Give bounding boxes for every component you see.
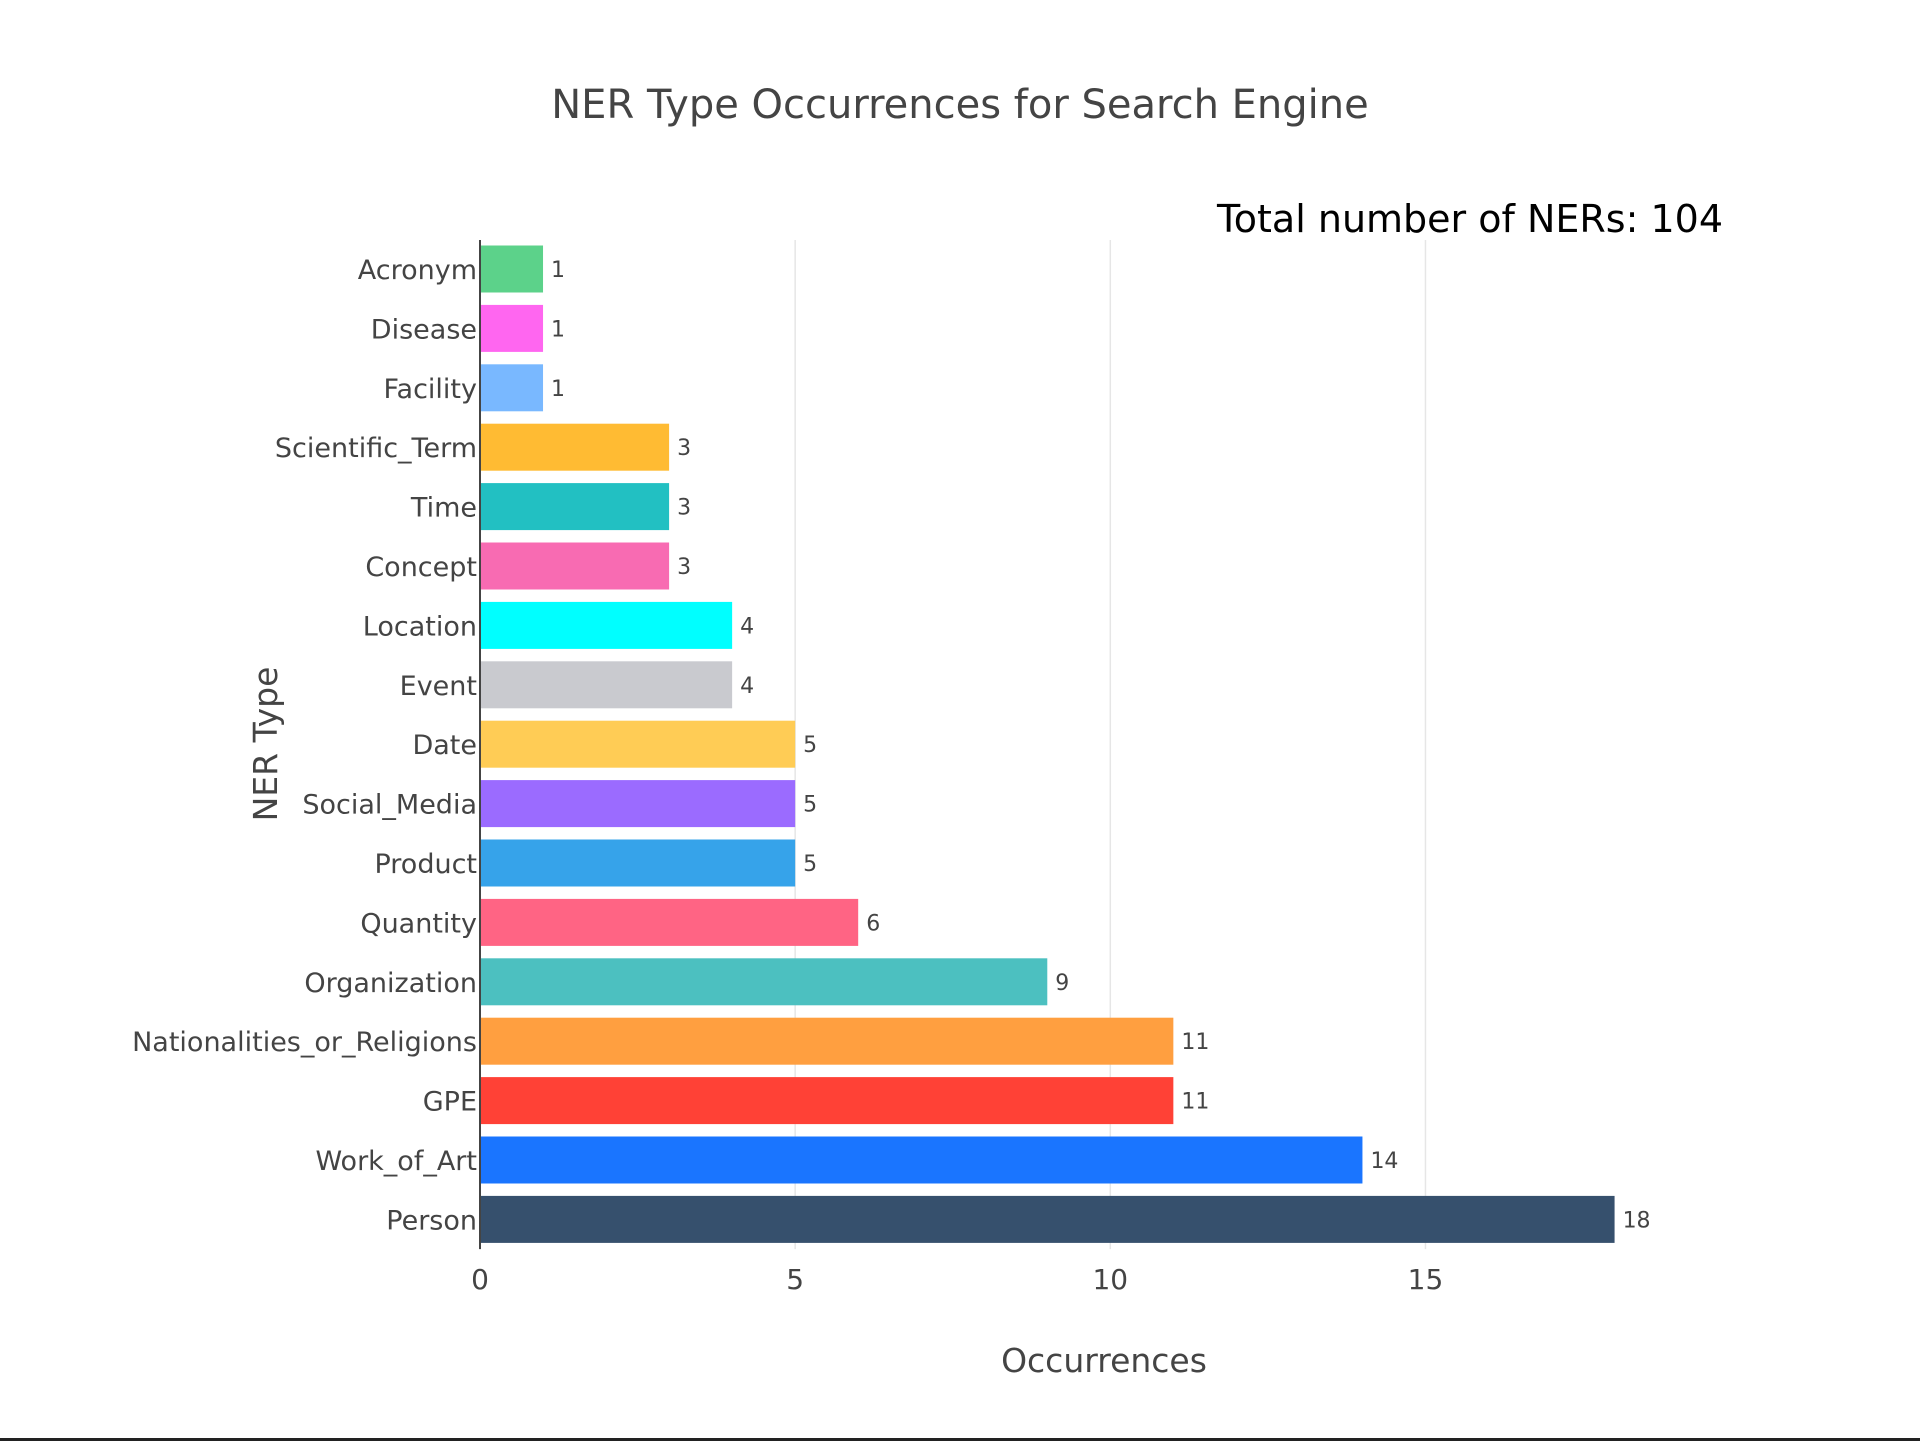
bar [480,661,733,709]
y-tick-label: Event [400,671,477,702]
data-label: 1 [551,377,565,402]
data-label: 3 [677,496,691,521]
data-label: 4 [740,614,754,639]
data-label: 1 [551,317,565,342]
total-ners-annotation: Total number of NERs: 104 [1216,197,1723,241]
bar [480,1136,1363,1184]
data-label: 4 [740,674,754,699]
bar [480,1017,1174,1065]
data-label: 6 [866,911,880,936]
bar [480,304,544,352]
y-tick-label: Quantity [360,908,477,939]
x-tick-label: 0 [471,1263,489,1296]
bar [480,423,670,471]
bar [480,839,796,887]
bar [480,364,544,412]
bar [480,601,733,649]
y-tick-label: Person [386,1205,477,1236]
x-axis-title: Occurrences [1001,1341,1207,1380]
data-label: 5 [803,733,817,758]
y-axis-tick-labels: Acronym Disease Facility Scientific_Term Tim… [132,255,477,1236]
y-tick-label: Concept [365,552,477,583]
bar [480,720,796,768]
y-tick-label: Scientific_Term [275,433,477,464]
bar [480,1077,1174,1125]
y-tick-label: Location [363,611,477,642]
bar [480,245,544,293]
x-tick-label: 10 [1092,1263,1128,1296]
bar [480,780,796,828]
x-tick-label: 15 [1408,1263,1444,1296]
bar [480,542,670,590]
data-label: 9 [1055,971,1069,996]
data-label: 14 [1370,1149,1398,1174]
x-tick-label: 5 [786,1263,804,1296]
y-axis-title: NER Type [246,667,285,822]
y-tick-label: Disease [371,314,477,345]
y-tick-label: Nationalities_or_Religions [132,1027,477,1058]
data-label: 3 [677,436,691,461]
y-tick-label: Time [410,493,477,524]
y-tick-label: Facility [383,374,477,405]
bar [480,483,670,531]
data-label: 3 [677,555,691,580]
y-tick-label: GPE [423,1087,477,1118]
data-label: 5 [803,852,817,877]
y-tick-label: Work_of_Art [315,1146,477,1177]
bar [480,1195,1615,1243]
data-label: 11 [1181,1030,1209,1055]
y-tick-label: Product [374,849,477,880]
bars [480,245,1615,1243]
data-label: 1 [551,258,565,283]
data-label: 18 [1623,1208,1651,1233]
data-label: 5 [803,793,817,818]
bar [480,898,859,946]
chart-title: NER Type Occurrences for Search Engine [551,82,1368,128]
y-tick-label: Social_Media [302,790,477,821]
data-label: 11 [1181,1090,1209,1115]
bar [480,958,1048,1006]
y-tick-label: Organization [304,968,477,999]
x-axis-tick-labels: 0 5 10 15 [471,1263,1443,1296]
bottom-border [0,1438,1920,1441]
y-tick-label: Date [412,730,477,761]
y-tick-label: Acronym [358,255,477,286]
